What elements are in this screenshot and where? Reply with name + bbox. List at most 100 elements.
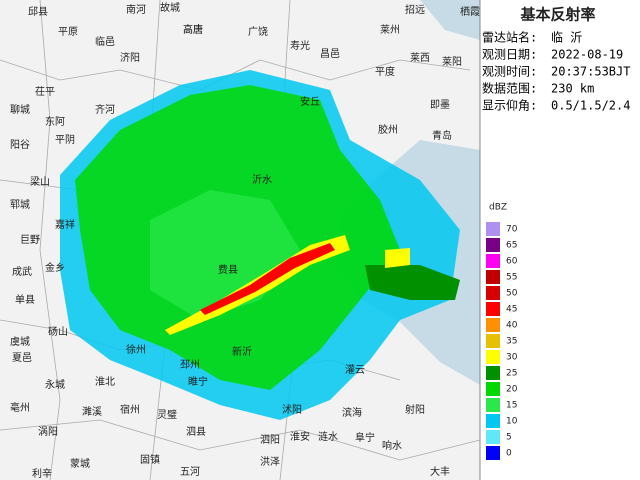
place-label: 高唐 xyxy=(183,23,203,36)
place-label: 灵璧 xyxy=(157,408,177,421)
place-label: 嘉祥 xyxy=(55,218,75,231)
info-value: 230 km xyxy=(551,82,594,96)
place-label: 利辛 xyxy=(32,467,52,480)
legend-label: 25 xyxy=(506,369,517,379)
place-label: 滨海 xyxy=(342,406,362,419)
info-value: 20:37:53BJT xyxy=(551,65,630,79)
place-label: 淮安 xyxy=(290,430,310,443)
place-label: 永城 xyxy=(45,378,65,391)
place-label: 涡阳 xyxy=(38,426,58,438)
place-label: 固镇 xyxy=(140,453,160,466)
place-label: 邱县 xyxy=(28,5,48,18)
place-label: 大丰 xyxy=(430,465,450,478)
legend-swatch xyxy=(486,334,500,348)
legend-label: 60 xyxy=(506,257,518,267)
place-label: 洪泽 xyxy=(260,456,280,468)
legend-swatch xyxy=(486,350,500,364)
place-label: 宿州 xyxy=(120,403,140,416)
place-label: 高唐 xyxy=(183,23,203,36)
place-label: 莱州 xyxy=(380,24,400,36)
legend-label: 0 xyxy=(506,449,512,459)
place-label: 郓城 xyxy=(10,199,30,211)
place-label: 寿光 xyxy=(290,39,310,52)
place-label: 夏邑 xyxy=(12,352,32,364)
place-label: 东阿 xyxy=(45,115,65,128)
place-label: 射阳 xyxy=(405,404,425,416)
legend-label: 55 xyxy=(506,273,517,283)
place-label: 沭阳 xyxy=(282,404,302,416)
place-label: 响水 xyxy=(382,439,402,452)
legend-swatch xyxy=(486,222,500,236)
place-label: 砀山 xyxy=(48,326,68,338)
place-label: 邳州 xyxy=(180,359,200,371)
place-label: 茌平 xyxy=(35,86,55,98)
place-label: 涟水 xyxy=(318,430,338,443)
place-label: 巨野 xyxy=(20,234,40,246)
place-label: 济阳 xyxy=(120,51,140,64)
place-label: 阳谷 xyxy=(10,139,30,151)
info-label: 数据范围: xyxy=(482,81,537,96)
place-label: 成武 xyxy=(12,265,32,278)
place-label: 蒙城 xyxy=(70,457,90,470)
place-label: 聊城 xyxy=(10,103,30,116)
legend-label: 5 xyxy=(506,433,512,443)
legend-unit: dBZ xyxy=(489,203,507,213)
place-label: 招远 xyxy=(405,3,425,16)
legend-label: 45 xyxy=(506,305,517,315)
place-label: 泗县 xyxy=(186,426,206,438)
place-label: 睢宁 xyxy=(188,375,208,388)
legend-label: 20 xyxy=(506,385,518,395)
legend-swatch xyxy=(486,286,500,300)
place-label: 安丘 xyxy=(300,95,320,108)
place-label: 濉溪 xyxy=(82,405,102,418)
legend-label: 65 xyxy=(506,241,517,251)
place-label: 胶州 xyxy=(378,123,398,136)
place-label: 费县 xyxy=(218,263,238,276)
place-label: 淮北 xyxy=(95,376,115,388)
place-label: 阜宁 xyxy=(355,431,375,444)
place-label: 即墨 xyxy=(430,99,450,111)
place-label: 莱西 xyxy=(410,52,430,64)
legend-swatch xyxy=(486,238,500,252)
info-label: 观测日期: xyxy=(482,48,537,62)
info-label: 显示仰角: xyxy=(482,98,537,113)
legend-swatch xyxy=(486,302,500,316)
legend-swatch xyxy=(486,446,500,460)
place-label: 齐河 xyxy=(95,103,115,116)
place-label: 临邑 xyxy=(95,35,115,48)
info-value: 2022-08-19 xyxy=(551,48,623,62)
legend-swatch xyxy=(486,414,500,428)
place-label: 虞城 xyxy=(10,335,30,348)
place-label: 莱阳 xyxy=(442,56,462,68)
place-label: 南河 xyxy=(126,3,146,16)
legend-label: 15 xyxy=(506,401,517,411)
info-label: 观测时间: xyxy=(482,65,537,79)
legend-swatch xyxy=(486,254,500,268)
legend-label: 10 xyxy=(506,417,518,427)
legend-label: 70 xyxy=(506,225,518,235)
place-label: 平阴 xyxy=(55,134,75,146)
title: 基本反射率 xyxy=(519,6,595,24)
place-label: 泗阳 xyxy=(260,434,280,446)
side-panel xyxy=(480,0,640,480)
legend-swatch xyxy=(486,398,500,412)
place-label: 梁山 xyxy=(30,175,50,188)
place-label: 故城 xyxy=(160,1,180,14)
place-label: 广饶 xyxy=(248,25,268,38)
place-label: 平原 xyxy=(58,26,78,38)
legend-swatch xyxy=(486,366,500,380)
legend-swatch xyxy=(486,318,500,332)
info-label: 雷达站名: xyxy=(482,30,537,45)
radar-echo xyxy=(60,70,460,420)
legend-label: 30 xyxy=(506,353,518,363)
place-label: 金乡 xyxy=(45,261,65,274)
place-label: 沂水 xyxy=(252,173,272,186)
place-label: 徐州 xyxy=(126,343,146,356)
place-label: 平度 xyxy=(375,65,395,78)
sea xyxy=(420,0,480,40)
place-label: 青岛 xyxy=(432,129,452,142)
place-label: 灌云 xyxy=(345,364,365,376)
legend-label: 50 xyxy=(506,289,518,299)
place-label: 昌邑 xyxy=(320,48,340,60)
